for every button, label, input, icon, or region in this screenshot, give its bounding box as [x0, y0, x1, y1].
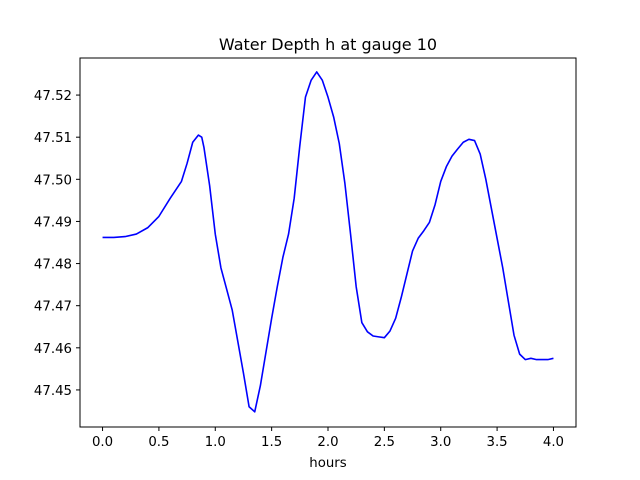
- y-tick-label: 47.47: [34, 300, 72, 315]
- y-tick-label: 47.50: [34, 173, 72, 188]
- y-tick-label: 47.46: [34, 342, 72, 357]
- x-tick-label: 2.5: [374, 435, 395, 450]
- y-axis: 47.45 47.46 47.47 47.48 47.49 47.50 47.51 47.52: [34, 89, 80, 399]
- x-tick-label: 3.5: [487, 435, 508, 450]
- x-axis-label: hours: [309, 456, 346, 471]
- y-tick-label: 47.52: [34, 89, 72, 104]
- x-tick-label: 2.0: [317, 435, 338, 450]
- plot-area: [102, 71, 554, 413]
- x-tick-label: 1.5: [261, 435, 282, 450]
- x-tick-label: 0.5: [148, 435, 169, 450]
- chart-title: Water Depth h at gauge 10: [219, 35, 437, 54]
- axes-frame: [79, 57, 577, 428]
- x-axis: 0.0 0.5 1.0 1.5 2.0 2.5 3.0 3.5 4.0: [92, 427, 564, 450]
- y-tick-label: 47.49: [34, 215, 72, 230]
- y-tick-label: 47.51: [34, 131, 72, 146]
- y-tick-label: 47.45: [34, 384, 72, 399]
- x-tick-label: 3.0: [430, 435, 451, 450]
- x-tick-label: 1.0: [205, 435, 226, 450]
- series-line-0: [102, 71, 554, 413]
- x-tick-label: 4.0: [543, 435, 564, 450]
- y-tick-label: 47.48: [34, 258, 72, 273]
- x-tick-label: 0.0: [92, 435, 113, 450]
